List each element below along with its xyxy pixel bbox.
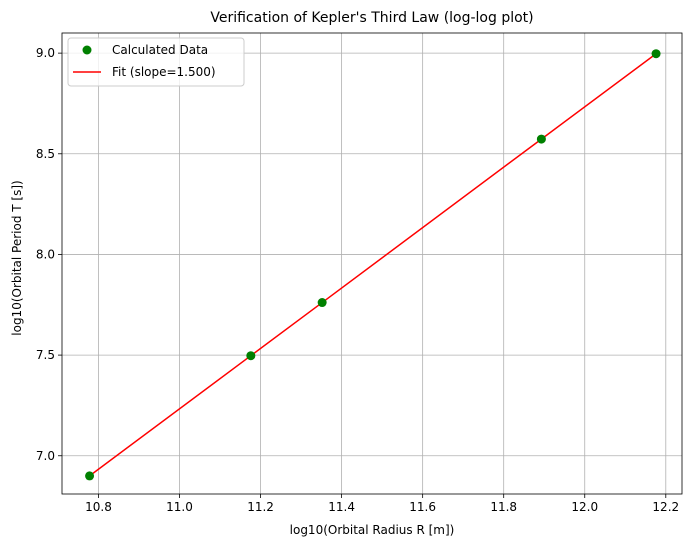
x-tick-label: 11.4 [328,500,355,514]
x-tick-label: 12.2 [652,500,679,514]
legend-scatter-marker [82,45,92,55]
y-tick-label: 7.0 [36,449,55,463]
y-tick-label: 7.5 [36,348,55,362]
x-tick-label: 11.6 [409,500,436,514]
legend: Calculated Data Fit (slope=1.500) [67,37,245,87]
x-axis-label: log10(Orbital Radius R [m]) [290,523,455,537]
data-point-layer [85,49,661,481]
y-axis-ticks: 7.0 7.5 8.0 8.5 9.0 [36,46,62,463]
data-point [246,351,256,361]
x-tick-label: 12.0 [571,500,598,514]
y-axis-label: log10(Orbital Period T [s]) [10,180,24,335]
data-point [85,471,95,481]
legend-box [67,37,245,87]
y-tick-label: 9.0 [36,46,55,60]
legend-label-calculated-data: Calculated Data [112,43,208,57]
plot-frame [61,32,683,495]
data-point [317,298,327,308]
grid [62,33,682,494]
chart-title: Verification of Kepler's Third Law (log-… [210,10,533,26]
y-tick-label: 8.5 [36,147,55,161]
x-tick-label: 11.2 [247,500,274,514]
x-tick-label: 11.0 [166,500,193,514]
y-tick-label: 8.0 [36,247,55,261]
x-axis-ticks: 10.8 11.0 11.2 11.4 11.6 11.8 12.0 12.2 [85,494,679,514]
legend-label-fit: Fit (slope=1.500) [112,65,216,79]
data-point [536,134,546,144]
x-tick-label: 10.8 [85,500,112,514]
data-point [651,49,661,59]
x-tick-label: 11.8 [490,500,517,514]
